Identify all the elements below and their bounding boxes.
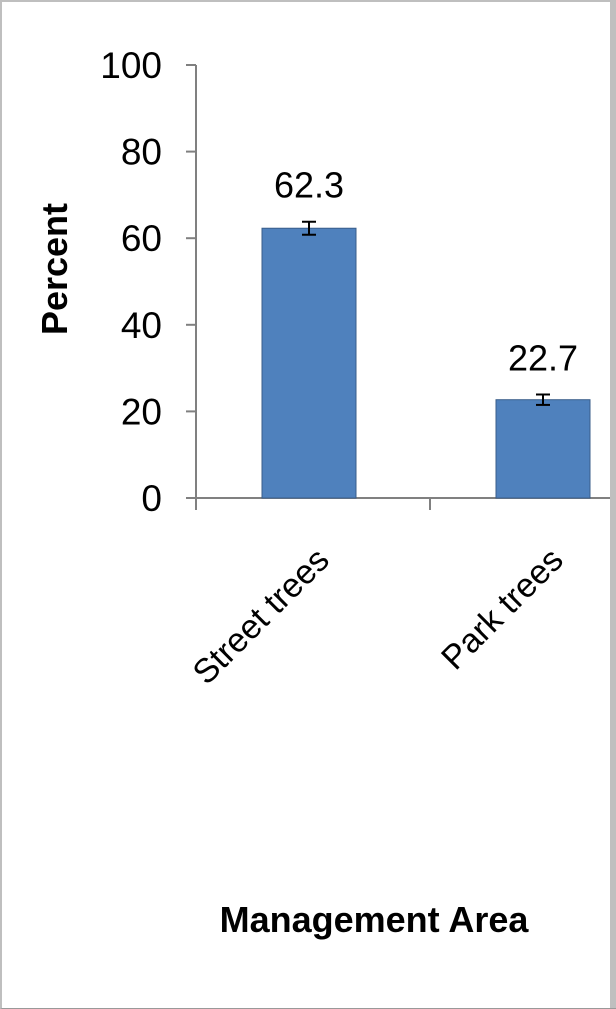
labels: 0 20 40 60 80 100 62.3 Street trees 22.7 Park tre…: [100, 45, 578, 692]
x-axis-title: Management Area: [220, 899, 530, 940]
y-tick-label: 60: [121, 218, 162, 259]
x-category-label: Street trees: [186, 541, 337, 692]
bar: [261, 227, 357, 499]
frame-right-edge: [610, 2, 616, 1008]
y-axis-title: Percent: [34, 203, 75, 335]
y-tick-label: 0: [141, 478, 162, 519]
y-tick-label: 40: [121, 305, 162, 346]
bar: [495, 399, 591, 499]
y-tick-label: 80: [121, 132, 162, 173]
data-label: 22.7: [508, 338, 578, 379]
bars: [261, 220, 591, 499]
y-tick-label: 20: [121, 391, 162, 432]
data-label: 62.3: [274, 165, 344, 206]
y-tick-label: 100: [100, 45, 162, 86]
x-category-label: Park trees: [434, 541, 570, 677]
